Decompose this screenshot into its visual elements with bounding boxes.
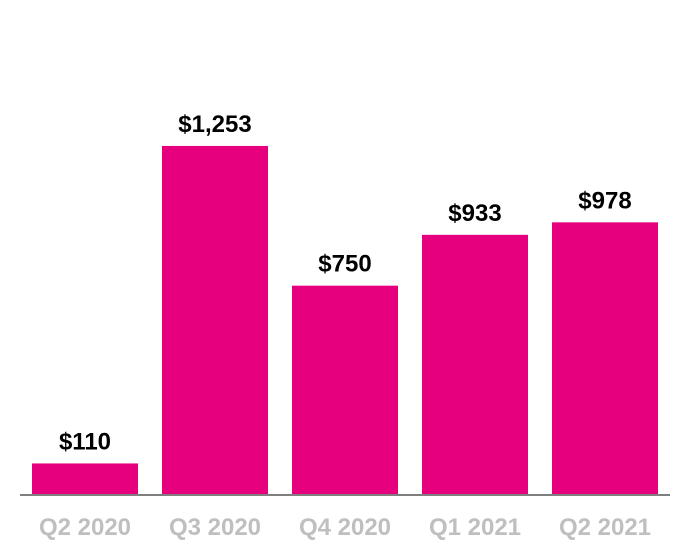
x-tick-label: Q3 2020 [169, 514, 261, 541]
value-labels-group: $110 $1,253 $750 $933 $978 [59, 111, 632, 456]
x-tick-label: Q4 2020 [299, 514, 391, 541]
bar [162, 145, 268, 494]
x-tick-label: Q2 2020 [39, 514, 131, 541]
bar-value-label: $110 [59, 428, 111, 455]
bar [552, 222, 658, 495]
bar-value-label: $750 [318, 251, 371, 278]
bar [292, 285, 398, 494]
bar [422, 234, 528, 495]
x-tick-label: Q2 2021 [559, 514, 651, 541]
x-tick-labels-group: Q2 2020 Q3 2020 Q4 2020 Q1 2021 Q2 2021 [39, 514, 651, 541]
bars-group [32, 145, 658, 495]
bar-value-label: $933 [448, 200, 501, 227]
x-tick-label: Q1 2021 [429, 514, 521, 541]
bar [32, 463, 138, 494]
bar-value-label: $1,253 [178, 111, 251, 138]
bar-value-label: $978 [578, 187, 631, 214]
